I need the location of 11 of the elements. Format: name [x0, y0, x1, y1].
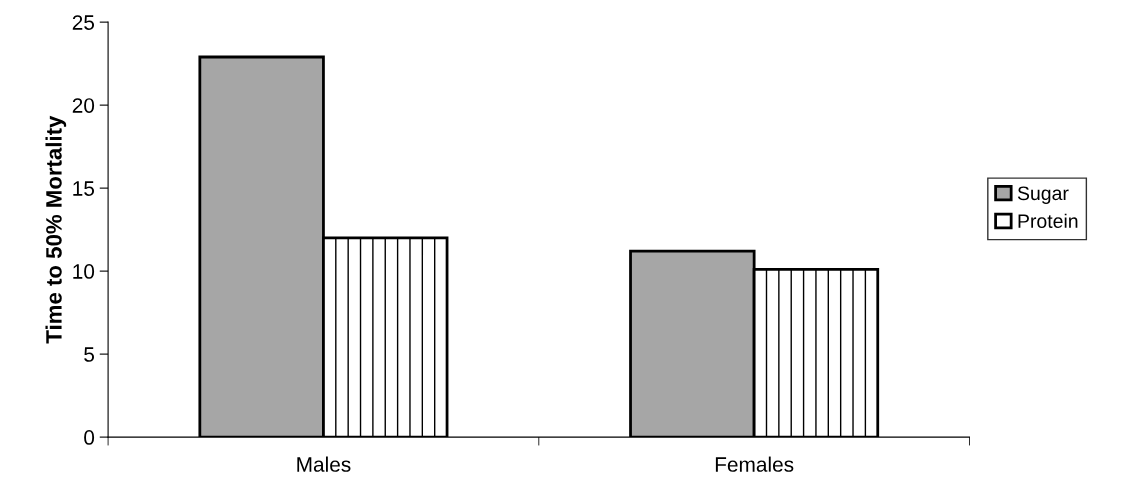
y-tick-label: 20	[72, 98, 95, 113]
y-tick-label: 25	[72, 15, 95, 30]
y-tick-label: 0	[84, 430, 95, 445]
legend-label: Sugar	[1017, 186, 1069, 205]
x-tick-label: Males	[297, 456, 351, 472]
y-tick-label: 5	[84, 347, 95, 362]
x-tick-label: Females	[715, 456, 794, 472]
y-tick-label: 15	[73, 181, 95, 196]
legend-label: Protein	[1018, 213, 1078, 229]
y-tick-label: 10	[73, 264, 95, 279]
y-axis-title: Time to 50% Mortality	[45, 115, 67, 344]
